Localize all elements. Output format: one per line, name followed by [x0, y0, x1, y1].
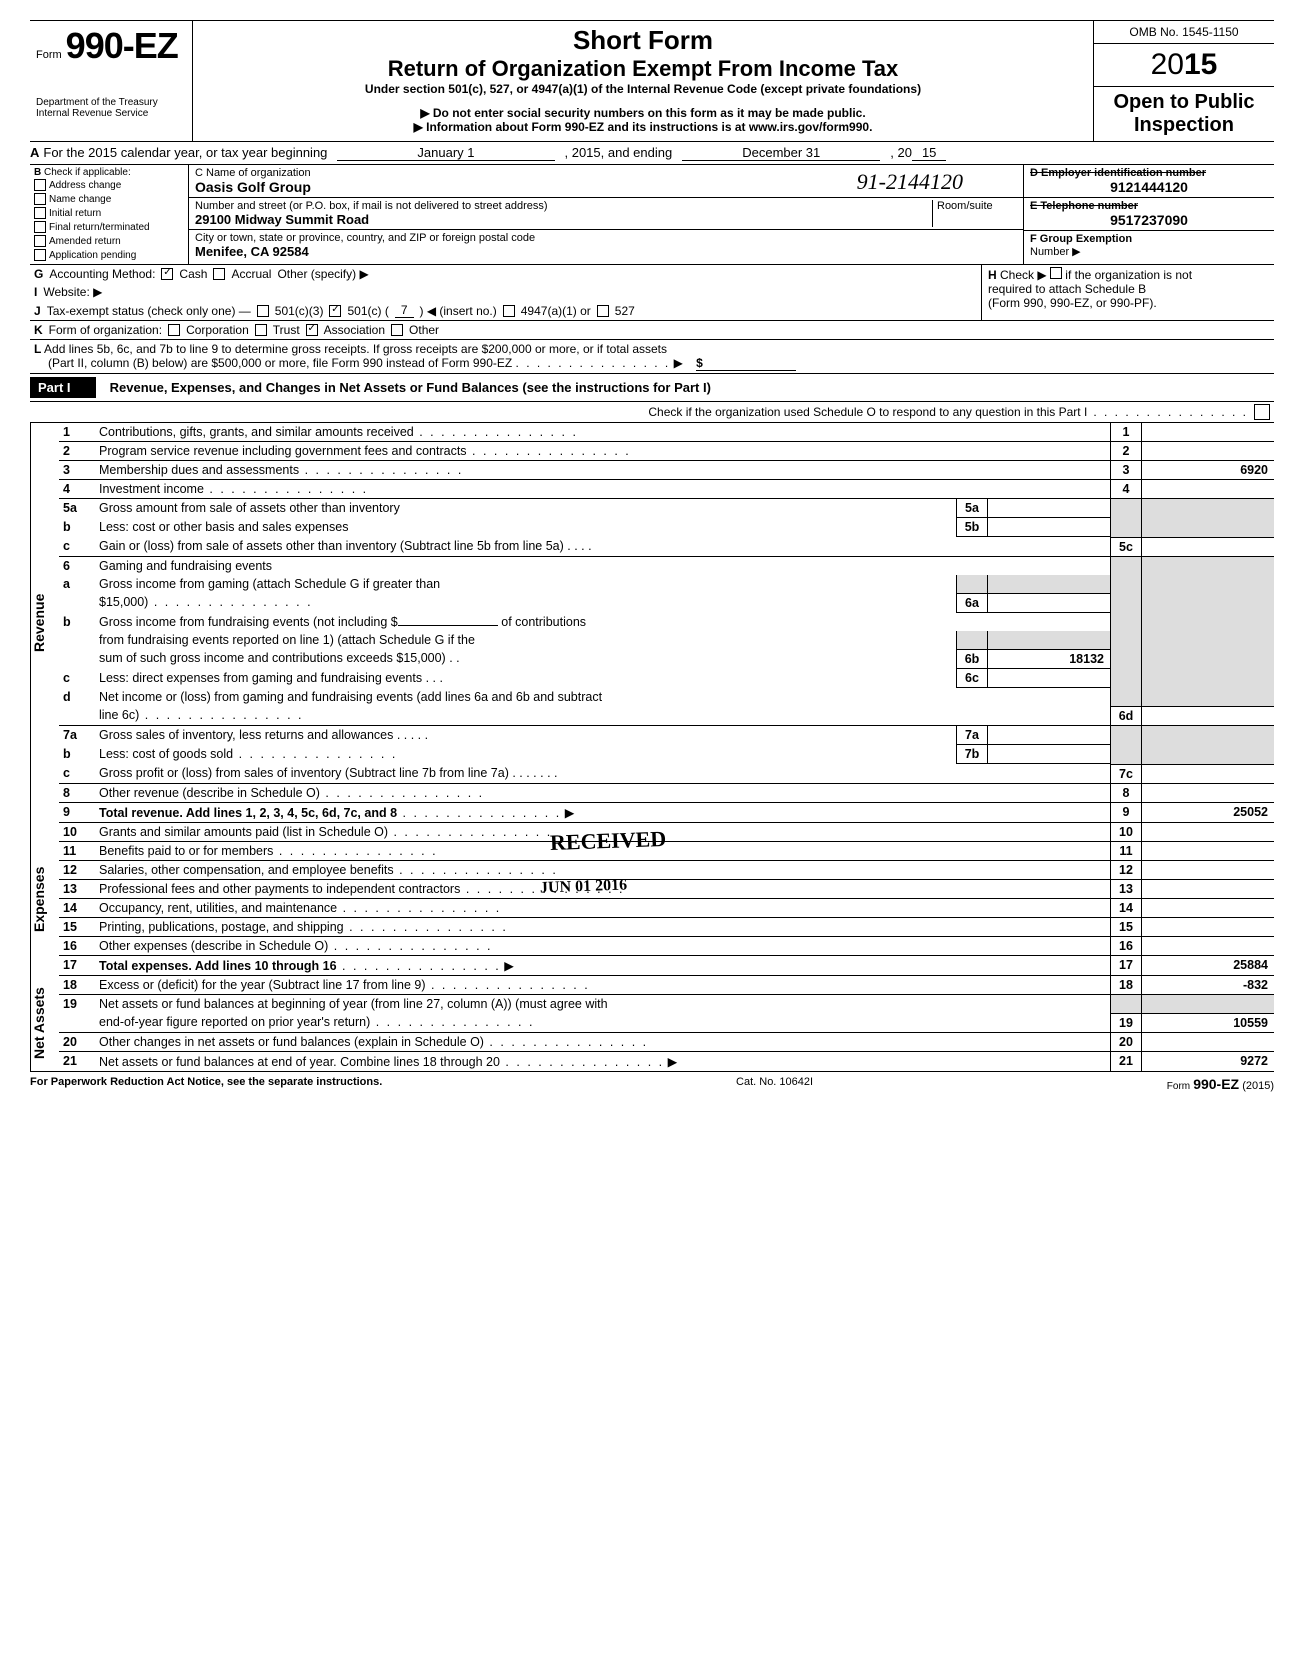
part-i-header: Part I Revenue, Expenses, and Changes in…: [30, 374, 1274, 402]
form-label: Form: [36, 49, 62, 61]
checkbox-association[interactable]: [306, 324, 318, 336]
do-not-enter: ▶ Do not enter social security numbers o…: [203, 106, 1083, 120]
checkbox-name-change[interactable]: Name change: [34, 192, 184, 206]
header-center: Short Form Return of Organization Exempt…: [193, 21, 1093, 141]
group-exemption-label: F Group Exemption: [1030, 233, 1268, 245]
line-6c-value[interactable]: [987, 669, 1110, 688]
line-9-value[interactable]: 25052: [1142, 803, 1274, 822]
telephone-value[interactable]: 9517237090: [1030, 212, 1268, 228]
line-7c-value[interactable]: [1142, 764, 1274, 783]
line-5a-value[interactable]: [987, 499, 1110, 518]
room-suite-label: Room/suite: [932, 200, 1017, 227]
line-21-value[interactable]: 9272: [1142, 1052, 1274, 1071]
info-about: ▶ Information about Form 990-EZ and its …: [203, 120, 1083, 134]
street-address[interactable]: 29100 Midway Summit Road: [195, 212, 932, 227]
line-4-value[interactable]: [1142, 480, 1274, 498]
group-exemption-number: Number ▶: [1030, 245, 1268, 258]
checkbox-address-change[interactable]: Address change: [34, 178, 184, 192]
line-6b-value[interactable]: 18132: [987, 649, 1110, 669]
checkbox-501c3[interactable]: [257, 305, 269, 317]
line-17-value[interactable]: 25884: [1142, 956, 1274, 975]
revenue-section: Revenue 1Contributions, gifts, grants, a…: [30, 423, 1274, 823]
checkbox-cash[interactable]: [161, 268, 173, 280]
row-a: A For the 2015 calendar year, or tax yea…: [30, 142, 1274, 165]
checkbox-initial-return[interactable]: Initial return: [34, 206, 184, 220]
checkbox-corporation[interactable]: [168, 324, 180, 336]
short-form-title: Short Form: [203, 25, 1083, 56]
header-right: OMB No. 1545-1150 2015 Open to Public In…: [1093, 21, 1274, 141]
line-5b-value[interactable]: [987, 518, 1110, 537]
net-assets-section: Net Assets 18Excess or (deficit) for the…: [30, 976, 1274, 1071]
line-1-value[interactable]: [1142, 423, 1274, 441]
501c-number[interactable]: 7: [395, 303, 414, 318]
expenses-label: Expenses: [30, 823, 59, 976]
revenue-label: Revenue: [30, 423, 59, 823]
website-field[interactable]: Website: ▶: [43, 285, 102, 299]
line-7a-value[interactable]: [987, 726, 1110, 745]
street-label: Number and street (or P.O. box, if mail …: [195, 200, 932, 212]
cat-number: Cat. No. 10642I: [736, 1076, 813, 1092]
section-bcde: B Check if applicable: Address change Na…: [30, 165, 1274, 265]
checkbox-trust[interactable]: [255, 324, 267, 336]
column-c: C Name of organization Oasis Golf Group …: [189, 165, 1023, 264]
city-label: City or town, state or province, country…: [195, 232, 1017, 244]
checkbox-accrual[interactable]: [213, 268, 225, 280]
checkbox-schedule-b[interactable]: [1050, 267, 1062, 279]
checkbox-4947a1[interactable]: [503, 305, 515, 317]
column-def: D Employer identification number 9121444…: [1023, 165, 1274, 264]
checkbox-501c[interactable]: [329, 305, 341, 317]
line-8-value[interactable]: [1142, 784, 1274, 802]
column-b: B Check if applicable: Address change Na…: [30, 165, 189, 264]
line-5c-value[interactable]: [1142, 537, 1274, 556]
line-2-value[interactable]: [1142, 442, 1274, 460]
gross-receipts-field[interactable]: $: [696, 356, 796, 371]
form-footer: For Paperwork Reduction Act Notice, see …: [30, 1071, 1274, 1092]
checkbox-527[interactable]: [597, 305, 609, 317]
expenses-section: Expenses 10Grants and similar amounts pa…: [30, 823, 1274, 976]
open-to-public: Open to Public Inspection: [1094, 87, 1274, 141]
year-val[interactable]: 15: [912, 145, 946, 161]
form-header: Form 990-EZ Department of the Treasury I…: [30, 20, 1274, 142]
ein-handwritten: 91-2144120: [857, 169, 963, 195]
line-19-value[interactable]: 10559: [1142, 1013, 1274, 1032]
year-begin[interactable]: January 1: [337, 145, 554, 161]
line-12-value[interactable]: [1142, 861, 1274, 879]
line-14-value[interactable]: [1142, 899, 1274, 917]
city-state-zip[interactable]: Menifee, CA 92584: [195, 244, 1017, 259]
line-15-value[interactable]: [1142, 918, 1274, 936]
telephone-label: E Telephone number: [1030, 200, 1268, 212]
checkbox-other-org[interactable]: [391, 324, 403, 336]
header-left: Form 990-EZ Department of the Treasury I…: [30, 21, 193, 141]
line-10-value[interactable]: [1142, 823, 1274, 841]
form-number: 990-EZ: [66, 25, 178, 67]
dept-treasury: Department of the Treasury: [36, 67, 186, 108]
line-6d-value[interactable]: [1142, 706, 1274, 725]
line-3-value[interactable]: 6920: [1142, 461, 1274, 479]
checkbox-amended[interactable]: Amended return: [34, 234, 184, 248]
ein-label: D Employer identification number: [1030, 167, 1268, 179]
net-assets-label: Net Assets: [30, 976, 59, 1071]
under-section: Under section 501(c), 527, or 4947(a)(1)…: [203, 82, 1083, 96]
tax-year: 2015: [1094, 44, 1274, 87]
ein-value[interactable]: 9121444120: [1030, 179, 1268, 195]
form-version: Form 990-EZ (2015): [1167, 1076, 1274, 1092]
line-13-value[interactable]: [1142, 880, 1274, 898]
schedule-o-check-text: Check if the organization used Schedule …: [648, 405, 1087, 419]
year-end[interactable]: December 31: [682, 145, 880, 161]
checkbox-final-return[interactable]: Final return/terminated: [34, 220, 184, 234]
return-title: Return of Organization Exempt From Incom…: [203, 56, 1083, 82]
dept-irs: Internal Revenue Service: [36, 108, 186, 119]
line-6a-value[interactable]: [987, 593, 1110, 613]
line-20-value[interactable]: [1142, 1033, 1274, 1051]
line-18-value[interactable]: -832: [1142, 976, 1274, 994]
line-6b-contrib[interactable]: [398, 625, 498, 626]
paperwork-notice: For Paperwork Reduction Act Notice, see …: [30, 1076, 382, 1092]
line-7b-value[interactable]: [987, 745, 1110, 764]
row-h: H Check ▶ if the organization is not req…: [981, 265, 1274, 320]
omb-number: OMB No. 1545-1150: [1094, 21, 1274, 44]
checkbox-schedule-o[interactable]: [1254, 404, 1270, 420]
checkbox-pending[interactable]: Application pending: [34, 248, 184, 262]
line-16-value[interactable]: [1142, 937, 1274, 955]
line-11-value[interactable]: [1142, 842, 1274, 860]
